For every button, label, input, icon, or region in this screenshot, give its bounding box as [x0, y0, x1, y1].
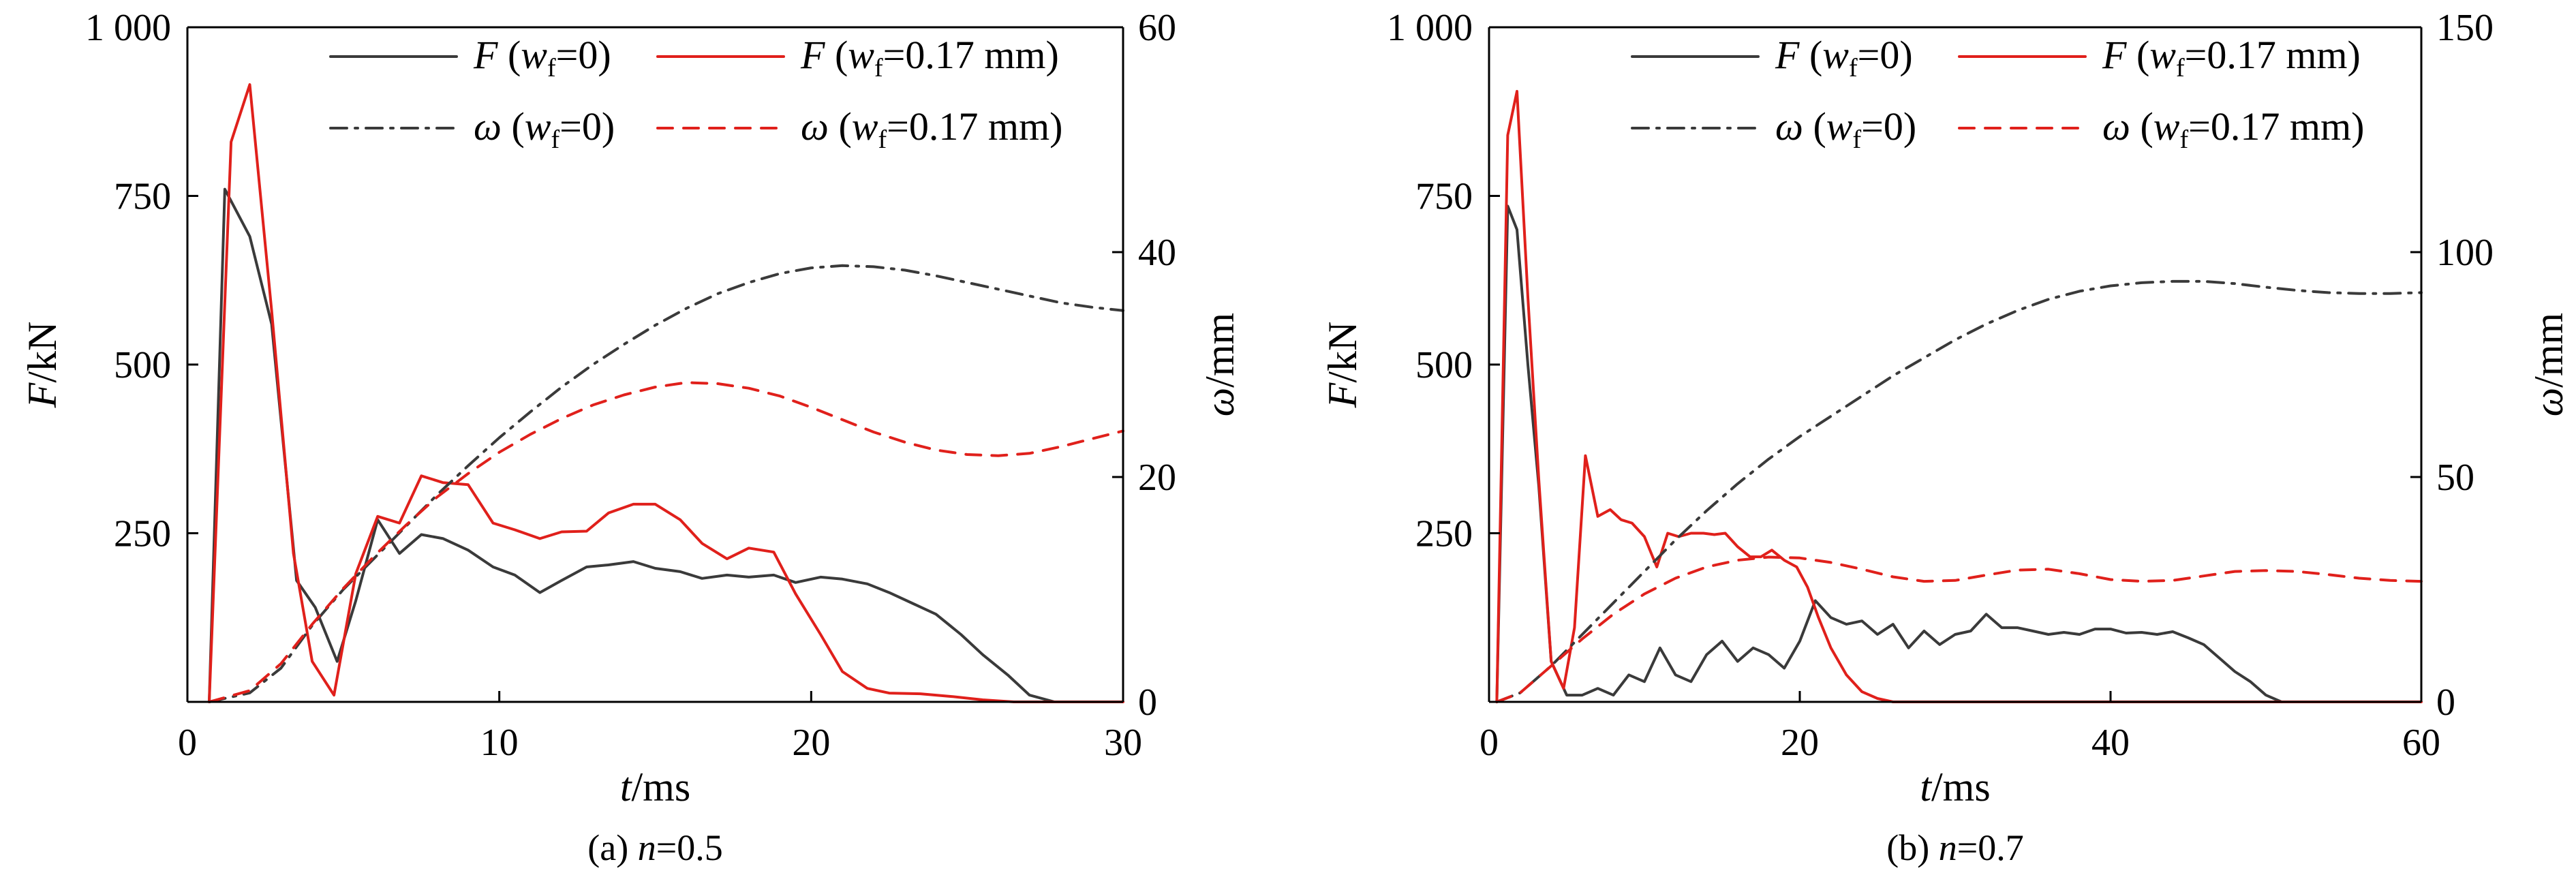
legend-label: ω (wf=0) — [474, 104, 615, 154]
y-left-tick-label: 750 — [1415, 176, 1473, 218]
legend-label: F (wf=0.17 mm) — [800, 33, 1059, 82]
chart-caption: (b) n=0.7 — [1886, 827, 2023, 868]
y-left-tick-label: 500 — [114, 344, 171, 386]
x-tick-label: 0 — [1479, 722, 1499, 764]
y-right-tick-label: 100 — [2436, 232, 2494, 274]
series-line-1-2 — [1495, 279, 2423, 703]
legend-label: F (wf=0) — [1775, 33, 1913, 82]
y-left-tick-label: 500 — [1415, 344, 1473, 386]
series-line-0-1 — [208, 83, 1124, 703]
x-tick-label: 60 — [2402, 722, 2440, 764]
y-right-tick-label: 20 — [1138, 457, 1176, 499]
series-line-0-2 — [208, 264, 1124, 703]
y-left-tick-label: 250 — [114, 513, 171, 555]
series-line-0-3 — [208, 381, 1124, 703]
y-right-tick-label: 50 — [2436, 457, 2474, 499]
y-right-axis-title: ω/mm — [1197, 313, 1242, 416]
y-right-axis-title: ω/mm — [2526, 313, 2571, 416]
legend-label: ω (wf=0) — [1775, 104, 1916, 154]
series-line-1-1 — [1495, 90, 2423, 703]
y-right-tick-label: 0 — [2436, 681, 2455, 724]
x-tick-label: 20 — [1781, 722, 1819, 764]
y-left-tick-label: 1 000 — [85, 7, 171, 49]
y-right-tick-label: 0 — [1138, 681, 1157, 724]
y-left-tick-label: 750 — [114, 176, 171, 218]
chart-panel-0: 0 10 20 30 250 500 750 1 000 0 20 40 60 t/ms F/kN ω/mm… — [20, 7, 1242, 868]
x-tick-label: 20 — [792, 722, 830, 764]
series-line-1-3 — [1495, 555, 2423, 703]
x-tick-label: 0 — [178, 722, 197, 764]
legend-label: F (wf=0.17 mm) — [2102, 33, 2361, 82]
x-tick-label: 40 — [2091, 722, 2130, 764]
y-right-tick-label: 40 — [1138, 232, 1176, 274]
legend-label: ω (wf=0.17 mm) — [2102, 104, 2364, 154]
y-right-tick-label: 150 — [2436, 7, 2494, 49]
legend: F (wf=0) F (wf=0.17 mm) ω (wf=0) ω (wf=0.17… — [1631, 33, 2364, 154]
chart-panel-1: 0 20 40 60 250 500 750 1 000 0 50 100 150 t/ms F/kN ω/… — [1320, 7, 2571, 868]
y-left-tick-label: 250 — [1415, 513, 1473, 555]
x-tick-label: 10 — [480, 722, 519, 764]
y-right-tick-label: 60 — [1138, 7, 1176, 49]
x-axis-title: t/ms — [620, 765, 690, 810]
x-axis-title: t/ms — [1920, 765, 1990, 810]
y-left-axis-title: F/kN — [20, 322, 65, 409]
series-line-0-0 — [208, 187, 1056, 703]
series-line-1-0 — [1495, 204, 2283, 703]
legend: F (wf=0) F (wf=0.17 mm) ω (wf=0) ω (wf=0.17… — [329, 33, 1062, 154]
x-tick-label: 30 — [1104, 722, 1142, 764]
chart-caption: (a) n=0.5 — [587, 827, 722, 868]
legend-label: ω (wf=0.17 mm) — [801, 104, 1062, 154]
y-left-tick-label: 1 000 — [1387, 7, 1473, 49]
y-left-axis-title: F/kN — [1320, 322, 1365, 409]
legend-label: F (wf=0) — [473, 33, 611, 82]
